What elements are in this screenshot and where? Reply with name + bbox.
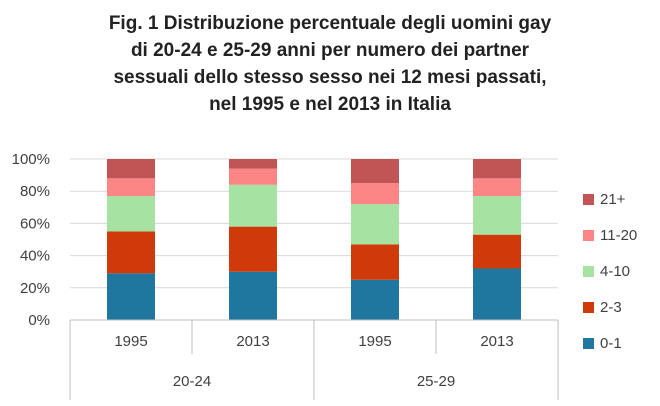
legend-label: 4-10: [600, 263, 630, 280]
bar-segment: [229, 159, 277, 169]
legend-label: 0-1: [600, 335, 622, 352]
legend-swatch: [583, 338, 594, 349]
bars: [107, 159, 521, 320]
bar-segment: [107, 178, 155, 197]
bar-segment: [229, 271, 277, 320]
bar-segment: [107, 196, 155, 232]
bar-segment: [107, 273, 155, 320]
x-group-label: 25-29: [417, 373, 455, 390]
bar-segment: [107, 159, 155, 179]
bar-segment: [473, 234, 521, 269]
chart-title: Fig. 1 Distribuzione percentuale degli u…: [108, 13, 552, 115]
bar-segment: [229, 168, 277, 185]
bar-segment: [351, 244, 399, 280]
x-group-label: 20-24: [173, 373, 211, 390]
legend-swatch: [583, 302, 594, 313]
bar-segment: [473, 196, 521, 235]
bar-segment: [351, 183, 399, 205]
y-tick-label: 100%: [12, 151, 50, 168]
legend-label: 21+: [600, 191, 626, 208]
y-tick-label: 0%: [28, 312, 50, 329]
bar-segment: [229, 184, 277, 227]
y-tick-label: 20%: [20, 280, 50, 297]
legend-swatch: [583, 266, 594, 277]
bar-segment: [473, 159, 521, 179]
x-axis: [69, 319, 559, 400]
x-category-label: 2013: [480, 333, 513, 350]
x-category-label: 1995: [358, 333, 391, 350]
bar-segment: [229, 226, 277, 272]
legend-label: 2-3: [600, 299, 622, 316]
x-axis-categories: 1995 2013 1995 2013: [114, 333, 513, 350]
x-axis-groups: 20-24 25-29: [173, 373, 455, 390]
y-tick-label: 80%: [20, 183, 50, 200]
legend-label: 11-20: [600, 227, 637, 244]
bar-segment: [107, 231, 155, 274]
legend-swatch: [583, 230, 594, 241]
x-category-label: 2013: [236, 333, 269, 350]
bar-segment: [351, 279, 399, 320]
legend-swatch: [583, 194, 594, 205]
y-tick-label: 40%: [20, 248, 50, 265]
bar-segment: [473, 178, 521, 197]
bar-segment: [473, 268, 521, 320]
legend: 21+ 11-20 4-10 2-3 0-1: [583, 191, 637, 352]
bar-segment: [351, 159, 399, 184]
y-tick-label: 60%: [20, 215, 50, 232]
y-axis-ticks: 0% 20% 40% 60% 80% 100%: [12, 151, 50, 329]
bar-segment: [351, 204, 399, 245]
x-category-label: 1995: [114, 333, 147, 350]
